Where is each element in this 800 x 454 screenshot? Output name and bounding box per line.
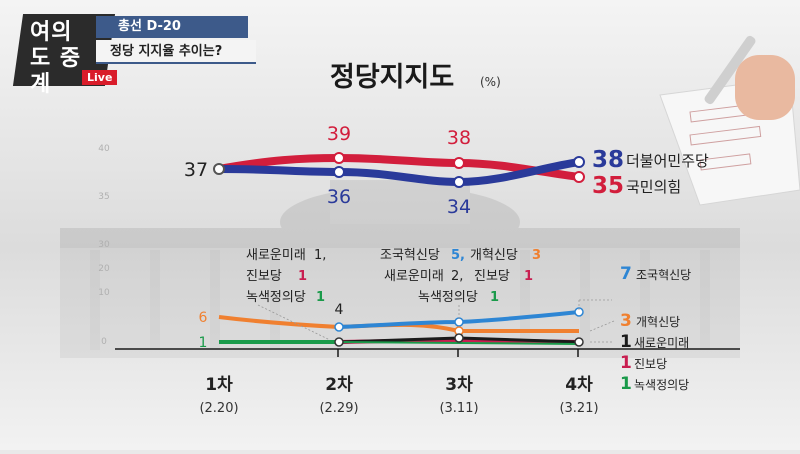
data-point xyxy=(333,152,345,164)
annotation-leader xyxy=(257,304,331,341)
y-tick-label: 35 xyxy=(98,192,109,202)
caption-banner: 정당 지지율 추이는? xyxy=(96,40,256,64)
annotation-name: 새로운미래 xyxy=(246,248,306,263)
data-point xyxy=(574,337,584,347)
data-point xyxy=(333,166,345,178)
y-tick-label: 20 xyxy=(98,264,110,274)
annotation-name: 개혁신당 xyxy=(470,248,518,263)
data-point xyxy=(334,337,344,347)
x-date-label: (2.29) xyxy=(319,401,358,416)
series-end-value: 7 xyxy=(620,264,632,284)
data-point xyxy=(573,171,585,183)
data-point xyxy=(453,157,465,169)
series-end-value: 35 xyxy=(592,173,624,199)
data-label: 39 xyxy=(327,123,351,145)
series-end-name: 진보당 xyxy=(634,357,667,371)
data-label: 34 xyxy=(447,196,471,218)
chart-unit: (%) xyxy=(480,75,501,89)
data-label: 38 xyxy=(447,127,471,149)
data-label: 4 xyxy=(335,302,344,318)
series-end-value: 1 xyxy=(620,374,632,394)
data-label: 1 xyxy=(199,335,208,351)
x-date-label: (3.11) xyxy=(439,401,478,416)
annotation-name: 조국혁신당 xyxy=(380,248,440,263)
series-end-name: 개혁신당 xyxy=(636,315,680,329)
y-tick-label: 40 xyxy=(98,144,110,154)
annotation-name: 진보당 xyxy=(474,269,510,284)
chart-title: 정당지지도 xyxy=(330,62,454,93)
x-tick-label: 3차 xyxy=(445,375,473,395)
data-label: 37 xyxy=(184,159,208,181)
annotation-value: 5, xyxy=(451,248,465,263)
y-tick-label: 10 xyxy=(98,288,110,298)
annotation-name: 녹색정의당 xyxy=(246,290,306,305)
x-date-label: (2.20) xyxy=(199,401,238,416)
annotation-value: 1 xyxy=(490,290,499,305)
series-end-name: 국민의힘 xyxy=(626,178,681,196)
data-point xyxy=(213,163,225,175)
series-end-name: 더불어민주당 xyxy=(626,152,709,170)
data-label: 6 xyxy=(199,310,208,326)
data-point xyxy=(573,156,585,168)
program-logo: 여의도 중계 xyxy=(30,20,82,97)
ballot-hand-illustration xyxy=(659,35,800,206)
data-label: 36 xyxy=(327,186,351,208)
y-tick-label: 0 xyxy=(101,337,107,347)
data-point xyxy=(334,322,344,332)
series-end-value: 38 xyxy=(592,147,624,173)
series-line-dem xyxy=(215,158,583,187)
series-end-name: 새로운미래 xyxy=(634,336,689,350)
x-tick-label: 1차 xyxy=(205,375,233,395)
annotation-value: 3 xyxy=(532,248,541,263)
y-tick-label: 30 xyxy=(98,240,110,250)
series-end-value: 3 xyxy=(620,311,632,331)
data-point xyxy=(454,333,464,343)
x-tick-label: 4차 xyxy=(565,375,593,395)
annotation-value: 2, xyxy=(451,269,463,284)
series-end-value: 1 xyxy=(620,353,632,373)
subtitle-badge: 총선 D-20 xyxy=(96,16,248,38)
series-end-value: 1 xyxy=(620,332,632,352)
small-party-legend: 7 조국혁신당 3 개혁신당 1 새로운미래 1 진보당 1 녹색정의당 xyxy=(578,264,691,394)
annotation-value: 1 xyxy=(316,290,325,305)
x-date-label: (3.21) xyxy=(559,401,598,416)
x-tick-label: 2차 xyxy=(325,375,353,395)
annotation-value: 1 xyxy=(298,269,307,284)
series-end-name: 조국혁신당 xyxy=(636,268,691,282)
annotation-name: 녹색정의당 xyxy=(418,290,478,305)
legend-leader xyxy=(589,320,615,332)
annotation-name: 새로운미래 xyxy=(384,269,444,284)
data-point xyxy=(454,317,464,327)
series-end-name: 녹색정의당 xyxy=(634,378,689,392)
annotation-name: 진보당 xyxy=(246,269,282,284)
annotation-value: 1, xyxy=(314,248,326,263)
data-point xyxy=(453,176,465,188)
annotation-value: 1 xyxy=(524,269,533,284)
series-line-green-2 xyxy=(338,341,580,345)
series-line-ppp xyxy=(215,153,583,181)
live-badge: Live xyxy=(82,70,118,85)
